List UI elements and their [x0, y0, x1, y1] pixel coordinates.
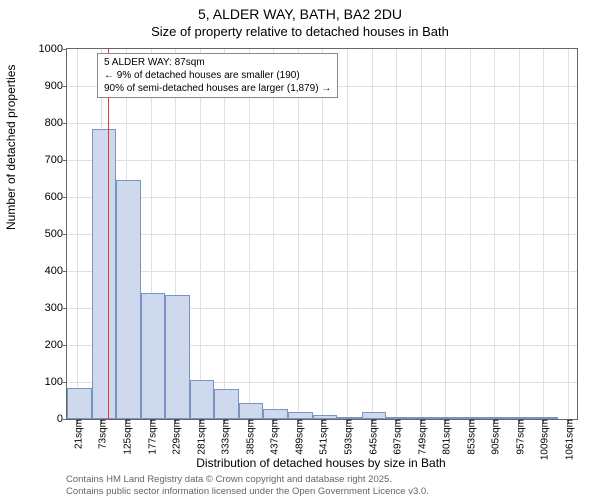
xtick-label: 1009sqm [536, 419, 551, 460]
xtick-label: 541sqm [315, 419, 330, 455]
xtick-label: 1061sqm [561, 419, 576, 460]
ytick-label: 200 [45, 339, 67, 351]
histogram-bar [337, 417, 362, 419]
grid-line-v [372, 49, 373, 419]
footer: Contains HM Land Registry data © Crown c… [66, 474, 429, 498]
histogram-bar [386, 417, 411, 419]
histogram-bar [362, 412, 387, 419]
xtick-label: 853sqm [462, 419, 477, 455]
grid-line-v [421, 49, 422, 419]
histogram-bar [509, 417, 534, 419]
grid-line-v [445, 49, 446, 419]
ytick-label: 400 [45, 265, 67, 277]
histogram-bar [165, 295, 190, 419]
xtick-label: 697sqm [389, 419, 404, 455]
xtick-label: 905sqm [487, 419, 502, 455]
legend-line3: 90% of semi-detached houses are larger (… [104, 82, 331, 95]
histogram-bar [67, 388, 92, 419]
histogram-bar [313, 415, 338, 419]
ytick-label: 300 [45, 302, 67, 314]
grid-line-v [200, 49, 201, 419]
xtick-label: 333sqm [217, 419, 232, 455]
grid-line-v [470, 49, 471, 419]
xtick-label: 229sqm [168, 419, 183, 455]
grid-line-v [273, 49, 274, 419]
legend-box: 5 ALDER WAY: 87sqm ← 9% of detached hous… [97, 53, 338, 98]
histogram-bar [92, 129, 117, 419]
legend-line2: ← 9% of detached houses are smaller (190… [104, 69, 331, 82]
xtick-label: 385sqm [241, 419, 256, 455]
histogram-bar [288, 412, 313, 419]
histogram-bar [239, 403, 264, 419]
xtick-label: 73sqm [94, 419, 109, 449]
histogram-bar [190, 380, 215, 419]
chart-title: 5, ALDER WAY, BATH, BA2 2DU [0, 0, 600, 22]
ytick-label: 500 [45, 228, 67, 240]
ytick-label: 700 [45, 154, 67, 166]
xtick-label: 957sqm [511, 419, 526, 455]
plot-area: 0100200300400500600700800900100021sqm73s… [66, 48, 578, 420]
xtick-label: 281sqm [192, 419, 207, 455]
histogram-bar [411, 417, 436, 419]
marker-line [108, 49, 109, 419]
grid-line-v [494, 49, 495, 419]
grid-line-v [519, 49, 520, 419]
xtick-label: 749sqm [413, 419, 428, 455]
xtick-label: 125sqm [119, 419, 134, 455]
chart-container: 5, ALDER WAY, BATH, BA2 2DU Size of prop… [0, 0, 600, 500]
xtick-label: 177sqm [143, 419, 158, 455]
ytick-label: 600 [45, 191, 67, 203]
histogram-bar [263, 409, 288, 419]
ytick-label: 900 [45, 80, 67, 92]
grid-line-v [543, 49, 544, 419]
y-axis-label: Number of detached properties [4, 65, 18, 230]
grid-line-v [322, 49, 323, 419]
grid-line-v [77, 49, 78, 419]
xtick-label: 801sqm [438, 419, 453, 455]
grid-line-v [298, 49, 299, 419]
ytick-label: 0 [57, 413, 67, 425]
xtick-label: 21sqm [69, 419, 84, 449]
grid-line-v [347, 49, 348, 419]
histogram-bar [435, 417, 460, 419]
histogram-bar [214, 389, 239, 419]
xtick-label: 489sqm [290, 419, 305, 455]
legend-line1: 5 ALDER WAY: 87sqm [104, 56, 331, 69]
ytick-label: 1000 [39, 43, 67, 55]
x-axis-label: Distribution of detached houses by size … [66, 456, 576, 470]
xtick-label: 593sqm [340, 419, 355, 455]
chart-subtitle: Size of property relative to detached ho… [0, 22, 600, 39]
footer-line2: Contains public sector information licen… [66, 486, 429, 498]
histogram-bar [116, 180, 141, 419]
histogram-bar [484, 417, 509, 419]
grid-line-v [249, 49, 250, 419]
grid-line-v [396, 49, 397, 419]
xtick-label: 645sqm [364, 419, 379, 455]
ytick-label: 100 [45, 376, 67, 388]
grid-line-v [224, 49, 225, 419]
histogram-bar [460, 417, 485, 419]
xtick-label: 437sqm [266, 419, 281, 455]
footer-line1: Contains HM Land Registry data © Crown c… [66, 474, 429, 486]
grid-line-v [568, 49, 569, 419]
histogram-bar [141, 293, 166, 419]
histogram-bar [534, 417, 559, 419]
ytick-label: 800 [45, 117, 67, 129]
